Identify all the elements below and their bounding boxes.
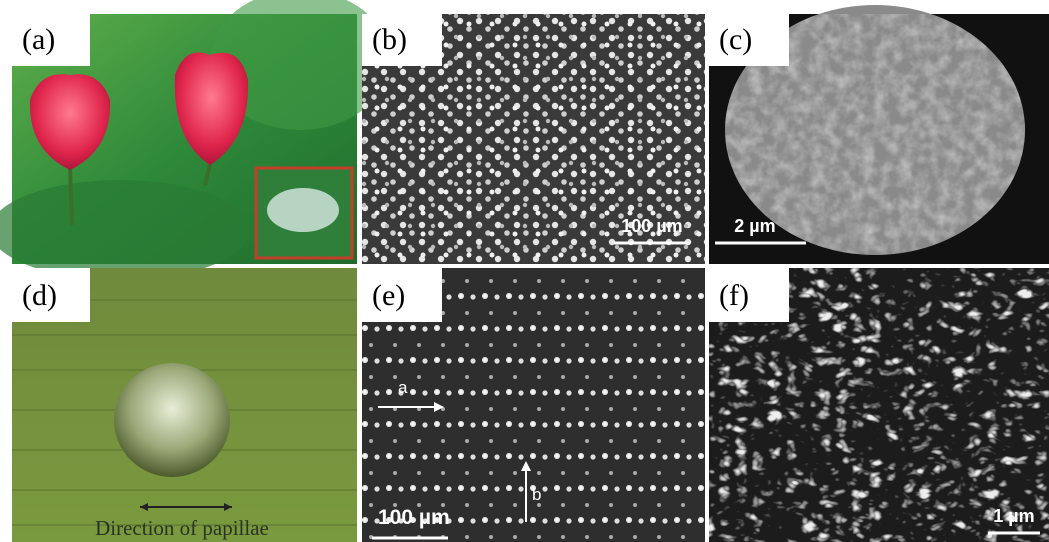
panel-label: (f) xyxy=(719,279,749,312)
figure: (a) (b) 100 µm (c) 2 µm Direction of pap… xyxy=(0,0,1049,542)
panel-label: (c) xyxy=(719,23,752,56)
panel-f: (f) 1 µm xyxy=(709,268,1049,542)
scale-bar-label: 100 µm xyxy=(621,216,682,236)
panel-d: Direction of papillae (d) xyxy=(12,268,357,542)
scale-bar-label: 100 µm xyxy=(378,506,450,529)
arrow-label: a xyxy=(398,378,408,397)
panel-label: (b) xyxy=(372,23,407,56)
caption: Direction of papillae xyxy=(95,516,269,540)
panel-label: (d) xyxy=(22,279,57,312)
panel-b: (b) 100 µm xyxy=(362,14,705,264)
panel-e: (e) a b 100 µm xyxy=(362,268,705,542)
panel-label: (e) xyxy=(372,279,405,312)
droplet xyxy=(267,188,339,232)
arrow-label: b xyxy=(532,485,541,504)
panel-label: (a) xyxy=(22,23,55,56)
panel-a: (a) xyxy=(0,0,390,280)
leaf xyxy=(0,180,250,280)
stem xyxy=(70,165,72,225)
scale-bar-label: 2 µm xyxy=(734,216,775,236)
droplet xyxy=(114,363,230,477)
scale-bar-label: 1 µm xyxy=(993,506,1034,526)
panel-c: (c) 2 µm xyxy=(709,5,1049,264)
